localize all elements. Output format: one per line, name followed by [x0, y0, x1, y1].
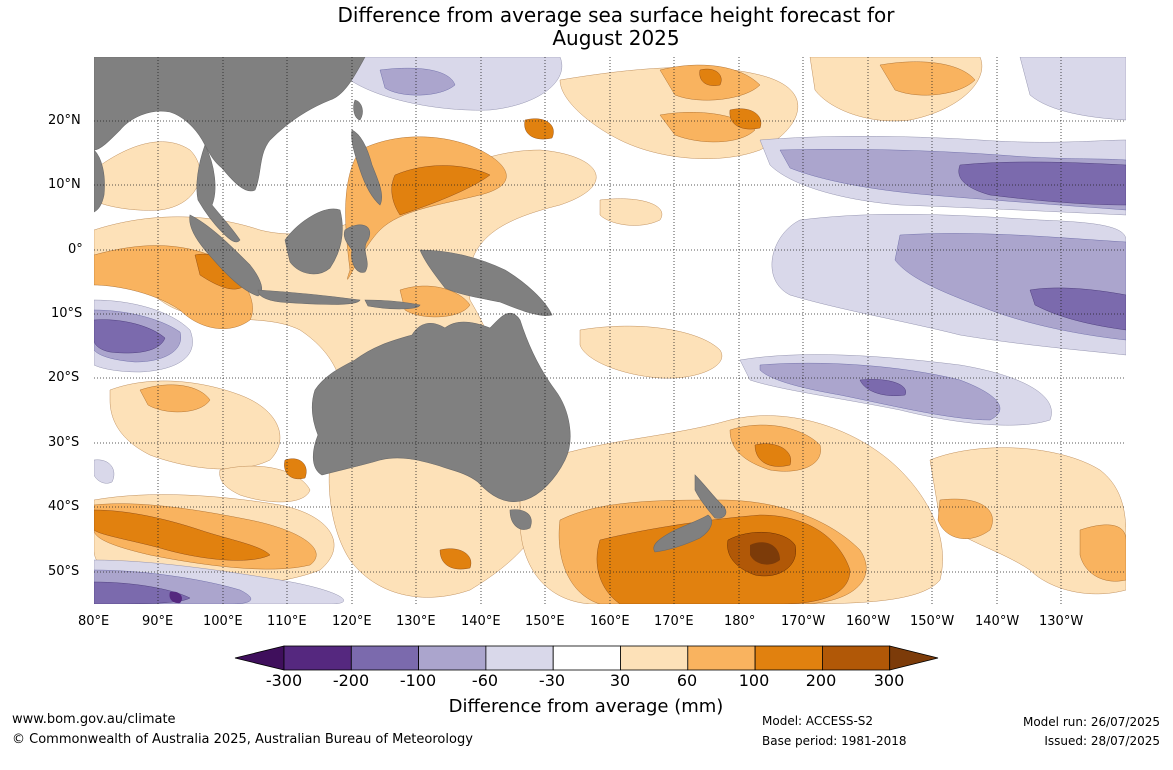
lon-label: 160°E	[590, 614, 630, 629]
colorbar-tick-label: -200	[332, 671, 370, 690]
colorbar-title: Difference from average (mm)	[448, 696, 724, 717]
colorbar-tick-label: -60	[471, 671, 499, 690]
colorbar-tick-label: 30	[609, 671, 631, 690]
colorbar-segment	[552, 645, 621, 671]
colorbar-segment	[754, 645, 823, 671]
colorbar-tick-label: 200	[805, 671, 837, 690]
colorbar-tick-label: -300	[265, 671, 303, 690]
copyright-text: © Commonwealth of Australia 2025, Austra…	[12, 732, 473, 747]
lon-label: 80°E	[78, 614, 110, 629]
lat-label: 0°	[68, 242, 83, 257]
lon-label: 130°W	[1039, 614, 1084, 629]
colorbar-tick-label: 100	[738, 671, 770, 690]
anomaly-over-300	[750, 542, 780, 565]
colorbar-segment	[620, 645, 689, 671]
title-line-2: August 2025	[552, 26, 680, 50]
issued-text: Issued: 28/07/2025	[1044, 734, 1160, 748]
colorbar-tick-label: 300	[873, 671, 905, 690]
lat-label: 20°N	[48, 113, 81, 128]
title-line-1: Difference from average sea surface heig…	[337, 3, 895, 27]
graticule	[94, 57, 1126, 604]
lon-label: 170°E	[654, 614, 694, 629]
lat-label: 40°S	[48, 499, 80, 514]
lat-label: 50°S	[48, 564, 80, 579]
sea-height-map	[94, 57, 1126, 604]
lon-label: 110°E	[267, 614, 307, 629]
lat-label: 30°S	[48, 435, 80, 450]
anomaly-neg100-200	[94, 161, 1126, 604]
colorbar-segment	[822, 645, 891, 671]
lon-label: 140°E	[461, 614, 501, 629]
colorbar-tick-label: 60	[676, 671, 698, 690]
colorbar-segment	[283, 645, 352, 671]
lon-label: 150°E	[525, 614, 565, 629]
colorbar-segment	[485, 645, 554, 671]
model-run-text: Model run: 26/07/2025	[1022, 715, 1160, 729]
lon-label: 120°E	[332, 614, 372, 629]
colorbar-segment	[350, 645, 419, 671]
lon-label: 130°E	[396, 614, 436, 629]
lon-label: 160°W	[846, 614, 891, 629]
website-text: www.bom.gov.au/climate	[12, 712, 176, 727]
colorbar-tick-label: -100	[399, 671, 437, 690]
base-period-text: Base period: 1981-2018	[762, 734, 907, 748]
lon-label: 100°E	[203, 614, 243, 629]
lat-label: 20°S	[48, 370, 80, 385]
chart-title: Difference from average sea surface heig…	[0, 4, 1173, 50]
lon-label: 140°W	[975, 614, 1020, 629]
model-text: Model: ACCESS-S2	[762, 714, 874, 728]
lon-label: 90°E	[142, 614, 174, 629]
lon-label: 150°W	[910, 614, 955, 629]
colorbar-arrow-right	[889, 645, 939, 671]
anomaly-100-200	[94, 68, 851, 604]
land-masses	[94, 57, 727, 553]
colorbar-arrow-left	[234, 645, 285, 671]
colorbar-segment	[418, 645, 487, 671]
lon-label: 180°	[724, 614, 756, 629]
colorbar-segment	[687, 645, 756, 671]
lat-label: 10°N	[48, 177, 81, 192]
anomaly-neg200-300	[169, 591, 182, 604]
lat-label: 10°S	[51, 306, 83, 321]
colorbar-tick-label: -30	[538, 671, 566, 690]
lon-label: 170°W	[781, 614, 826, 629]
